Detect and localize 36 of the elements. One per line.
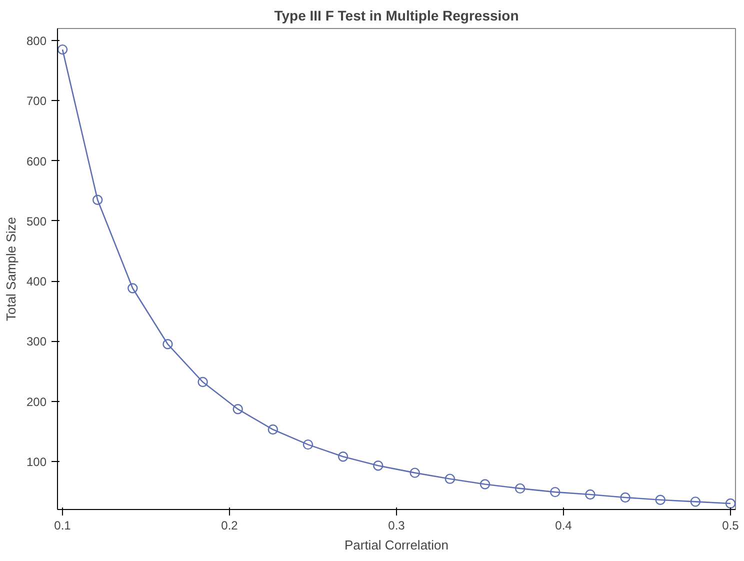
y-tick-label: 500 — [26, 214, 47, 228]
point — [373, 460, 384, 471]
y-tick-label: 200 — [26, 394, 47, 409]
point — [58, 44, 68, 55]
point — [690, 496, 701, 507]
y-tick-label: 800 — [26, 34, 47, 48]
x-axis-title: Partial Correlation — [344, 538, 449, 552]
point — [302, 439, 314, 450]
point — [480, 479, 490, 490]
point — [410, 468, 420, 478]
x-tick-label: 0.1 — [54, 518, 72, 532]
y-tick-label: 100 — [26, 454, 47, 469]
point — [198, 376, 208, 388]
y-axis-title: Total Sample Size — [3, 216, 18, 322]
point — [550, 486, 560, 498]
point — [514, 483, 526, 494]
point — [725, 498, 736, 509]
x-tick-label: 0.3 — [388, 518, 406, 532]
point — [620, 492, 630, 503]
point — [162, 339, 173, 350]
point — [128, 283, 138, 294]
x-tick-label: 0.4 — [555, 518, 572, 532]
point — [585, 489, 596, 500]
x-tick-label: 0.5 — [722, 518, 740, 532]
point — [232, 404, 243, 414]
chart-title: Type III F Test in Multiple Regression — [274, 8, 519, 24]
x-tick-label: 0.2 — [221, 518, 238, 532]
y-tick-label: 300 — [26, 334, 47, 349]
point — [655, 494, 666, 505]
point — [444, 474, 456, 484]
point — [338, 452, 348, 462]
y-tick-label: 400 — [26, 274, 47, 289]
point — [92, 194, 103, 205]
y-tick-label: 700 — [26, 94, 47, 108]
y-tick-label: 600 — [26, 154, 47, 168]
point — [268, 424, 278, 435]
